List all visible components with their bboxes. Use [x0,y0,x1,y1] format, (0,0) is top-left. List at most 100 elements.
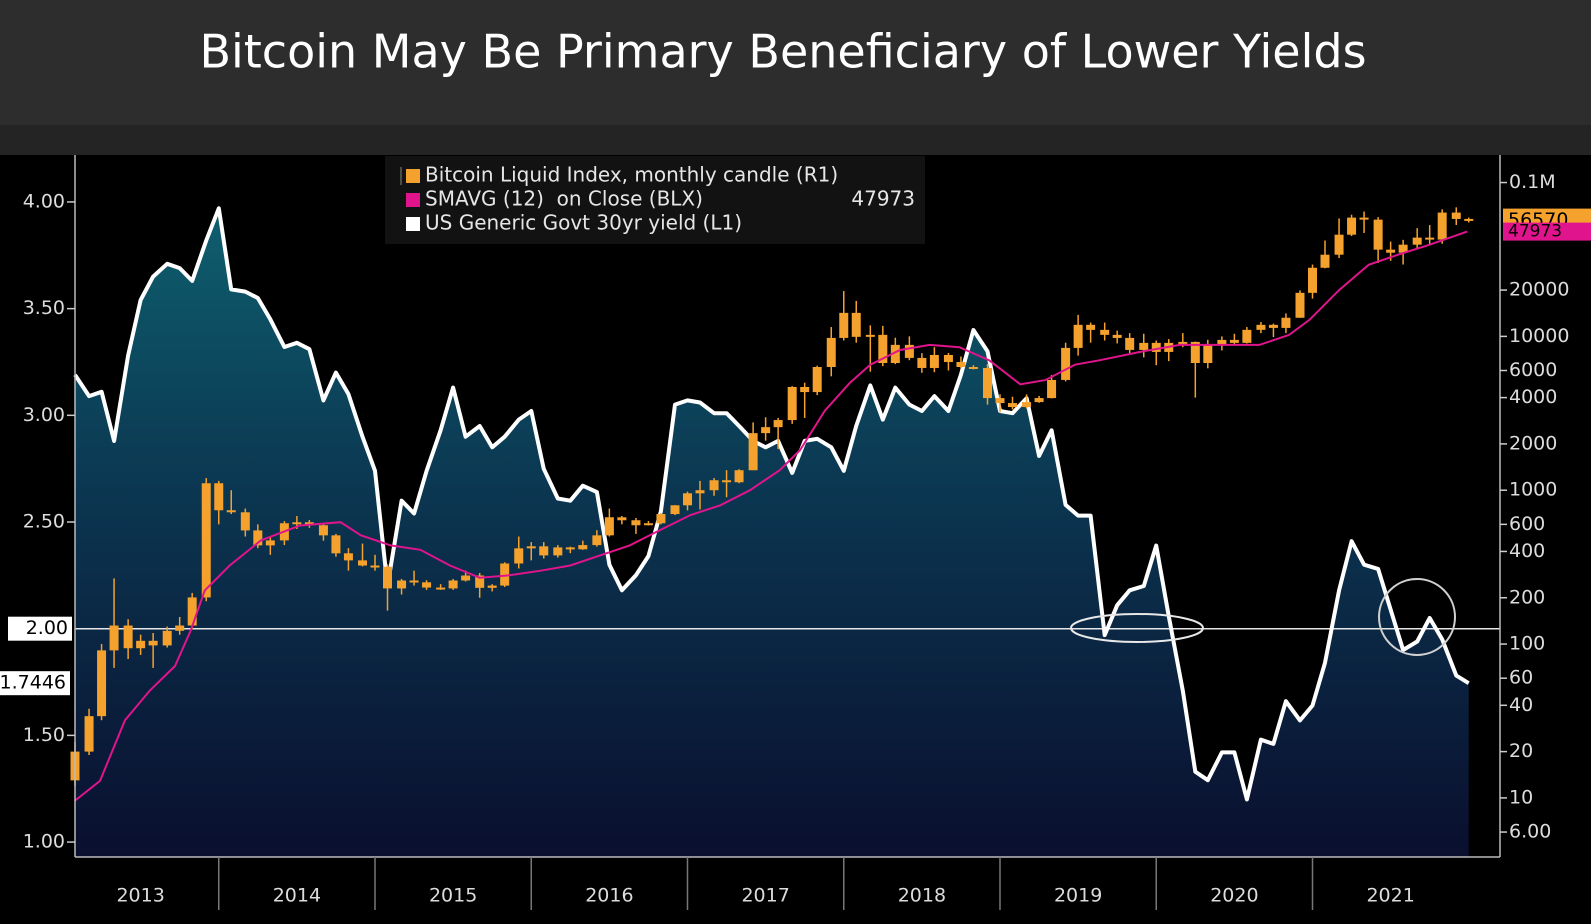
candle-body [422,582,432,588]
x-tick-label: 2016 [585,885,633,907]
y-tick-label: 2.50 [23,511,65,533]
line [74,230,1468,802]
candle-body [383,566,392,589]
candle-body [722,480,732,483]
candle-body [773,420,783,428]
candle-body [1086,324,1096,330]
candle-body [1386,249,1396,253]
y2-tick-label: 200 [1509,586,1545,608]
candle-body [787,386,797,421]
candle-body [865,334,875,337]
candle-body [514,548,524,564]
candle-body [436,587,446,590]
last-value-label: 47973 [1508,222,1562,242]
candle-body [748,433,758,471]
candle-body [734,470,744,483]
x-tick-label: 2017 [741,885,789,907]
y2-tick-label: 20 [1509,740,1533,762]
candle-body [956,361,966,367]
candle-body [890,344,900,363]
candle-body [968,366,978,369]
candle-body [553,547,563,556]
candle-body [709,480,719,491]
candle-body [97,650,107,717]
y-tick-label: 1.50 [23,724,65,746]
candle-body [318,525,328,536]
candle-body [643,523,653,526]
candle-body [109,625,119,651]
candle-body [461,575,471,581]
candle-body [358,560,367,566]
candle-body [226,510,236,513]
candle-body [1217,339,1227,345]
highlight-circle [1378,578,1456,656]
x-tick-label: 2018 [898,885,946,907]
candle-body [983,367,992,399]
candle-body [162,630,172,646]
candle-body [1100,329,1110,335]
candle-body [917,357,927,368]
y2-tick-label: 4000 [1509,386,1557,408]
legend-label: SMAVG (12) on Close (BLX) [425,187,703,211]
candle-body [123,625,133,649]
y-tick-label: 3.00 [23,404,65,426]
candle-body [343,553,353,561]
mark-layer [70,206,1500,802]
x-tick-label: 2015 [429,885,477,907]
y2-tick-label: 400 [1509,540,1545,562]
candle-body [1151,342,1161,352]
candle-body [148,640,158,646]
candle-body [826,337,836,367]
y2-tick-label: 40 [1509,694,1533,716]
candle-body [1242,329,1252,343]
candle-body [292,522,302,525]
candle-body [1464,218,1474,221]
candle-body [409,580,419,583]
candle-body [1295,292,1305,318]
chart-title: Bitcoin May Be Primary Beneficiary of Lo… [199,25,1366,79]
candle-body [656,514,666,524]
candle-body [1125,337,1135,350]
candle-body [1347,217,1357,235]
legend-swatch [406,169,420,183]
candle-body [1203,344,1213,363]
legend-swatch [406,217,420,231]
candle-body [851,312,861,337]
reference-tag [8,616,72,641]
candle-body [331,535,341,554]
candle-body [397,580,407,589]
candle-body [1373,219,1383,250]
y-tick-label: 1.00 [23,831,65,853]
candle-body [604,517,614,536]
candle-body [592,535,602,546]
area-fill [75,208,1469,858]
y2-tick-label: 100 [1509,633,1545,655]
candle-body [565,547,575,550]
candle-body [136,640,146,649]
candle-body [631,520,641,526]
candle-body [526,546,536,549]
candle-body [1034,398,1044,403]
candle-body [1139,342,1149,350]
candle-body [214,483,224,511]
candle-body [812,366,822,393]
candle-body [878,334,888,363]
area-layer [75,208,1469,858]
candle-body [1073,324,1083,348]
y2-tick-label: 6.00 [1509,821,1551,843]
candle-body [539,546,549,556]
axes: 1.00 1.50 2.50 3.00 3.50 4.00 6.00 10 20 40 60 100 2… [0,155,1591,910]
candle-body [1112,334,1122,338]
candle-body [761,427,771,434]
x-tick-label: 2014 [273,885,321,907]
candle-body [904,344,914,358]
legend-label: US Generic Govt 30yr yield (L1) [425,211,742,235]
candle-body [1229,339,1239,343]
candle-body [929,354,939,368]
title-gap [0,125,1591,155]
candle-body [1334,234,1344,255]
candle-body [1008,403,1017,408]
candle-body [253,530,263,546]
candle-body [201,483,211,598]
